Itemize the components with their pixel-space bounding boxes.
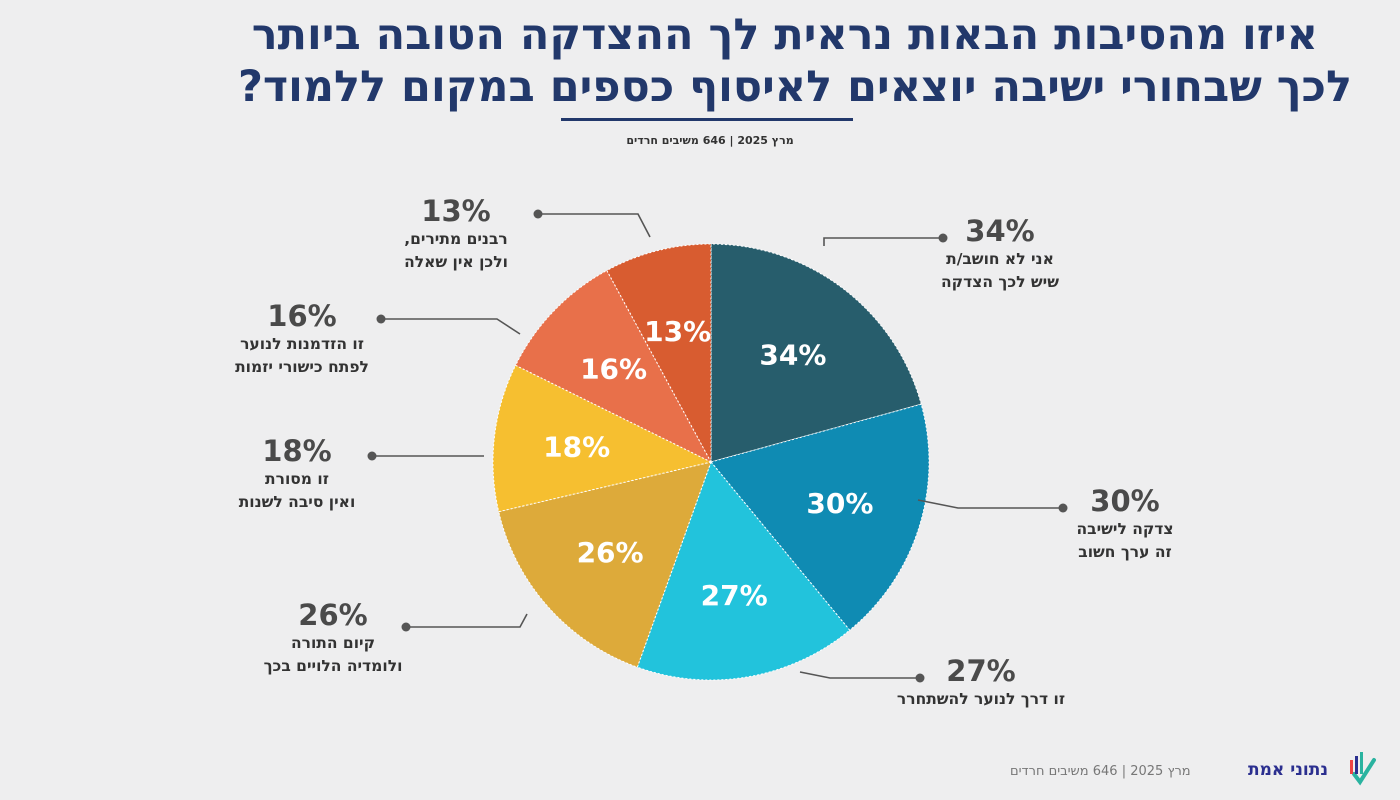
pie-data-labels: 34% 30% 27% 26% 18% 16% 13% [543, 315, 873, 612]
leader-line-1 [823, 237, 943, 246]
callout-3: 27% זו דרך לנוער להשתחרר [856, 654, 1106, 711]
title-underline [561, 118, 853, 121]
leader-line-7 [538, 213, 651, 238]
chart-subtitle: מרץ 2025 | 646 משיבים חרדים [626, 134, 794, 147]
callout-label-line: אני לא חושב/ת [946, 249, 1054, 268]
leader-dot-4 [401, 622, 411, 632]
callout-percentage: 16% [267, 299, 337, 333]
pie-data-label-1: 34% [759, 339, 826, 372]
leader-dot-7 [533, 209, 543, 219]
pie-slice-4 [498, 461, 712, 668]
callout-label-line: רבנים מתירים, [404, 229, 508, 248]
footer-note: מרץ 2025 | 646 משיבים חרדים [1010, 764, 1191, 779]
callout-6: 16% זו הזדמנות לנוער לפתח כישורי יזמות [222, 299, 382, 379]
leader-line-3 [799, 671, 920, 679]
callout-label-line: זו מסורת [265, 469, 329, 488]
chart-title-line-2: לכך שבחורי ישיבה יוצאים לאיסוף כספים במק… [237, 62, 1352, 112]
leader-dot-2 [1058, 503, 1068, 513]
callout-4: 26% קיום התורה ולומדיה הלויים בכך [238, 598, 428, 678]
pie-slices [492, 243, 930, 681]
callout-leaders [367, 209, 1068, 683]
pie-data-label-7: 13% [644, 315, 711, 348]
callout-label-line: זה ערך חשוב [1078, 543, 1172, 562]
leader-line-2 [917, 499, 1063, 509]
callout-2: 30% צדקה לישיבה זה ערך חשוב [1040, 484, 1210, 564]
pie-data-label-2: 30% [806, 487, 873, 520]
pie-data-label-3: 27% [701, 579, 768, 612]
callout-label-line: שיש לכך הצדקה [941, 273, 1059, 292]
callout-label-line: זו דרך לנוער להשתחרר [896, 689, 1066, 708]
leader-dot-5 [367, 451, 377, 461]
leader-dot-1 [938, 233, 948, 243]
leader-dot-6 [376, 314, 386, 324]
callout-label-line: ולומדיה הלויים בכך [263, 657, 403, 676]
callout-1: 34% אני לא חושב/ת שיש לכך הצדקה [905, 214, 1095, 294]
callout-percentage: 18% [262, 434, 332, 468]
callout-label-line: לפתח כישורי יזמות [235, 358, 369, 377]
pie-slice-1 [710, 243, 922, 463]
leader-line-6 [381, 318, 521, 335]
callout-7: 13% רבנים מתירים, ולכן אין שאלה [366, 194, 546, 274]
pie-slice-5 [492, 364, 713, 513]
callout-percentage: 30% [1090, 484, 1160, 518]
callout-label-line: צדקה לישיבה [1076, 519, 1174, 538]
callout-label-line: ולכן אין שאלה [404, 253, 508, 272]
pie-data-label-5: 18% [543, 431, 610, 464]
pie-slice-6 [514, 269, 713, 464]
chart-title-line-1: איזו מהסיבות הבאות נראית לך ההצדקה הטובה… [251, 10, 1318, 60]
pie-slice-7 [606, 243, 712, 463]
pie-slice-2 [710, 403, 930, 631]
leader-dot-3 [915, 673, 925, 683]
callout-5: 18% זו מסורת ואין סיבה לשנות [222, 434, 372, 514]
leader-line-4 [406, 613, 528, 628]
callout-percentage: 34% [965, 214, 1035, 248]
callout-label-line: ואין סיבה לשנות [238, 493, 356, 512]
brand-name: נתוני אמת [1248, 760, 1329, 780]
callout-label-line: קיום התורה [290, 633, 376, 652]
pie-data-label-6: 16% [580, 352, 647, 385]
callout-percentage: 13% [421, 194, 491, 228]
callout-label-line: זו הזדמנות לנוער [240, 334, 364, 353]
callout-percentage: 27% [946, 654, 1016, 688]
callout-percentage: 26% [298, 598, 368, 632]
brand-logo-icon [1350, 752, 1376, 786]
pie-data-label-4: 26% [577, 536, 644, 569]
pie-slice-3 [636, 461, 851, 681]
